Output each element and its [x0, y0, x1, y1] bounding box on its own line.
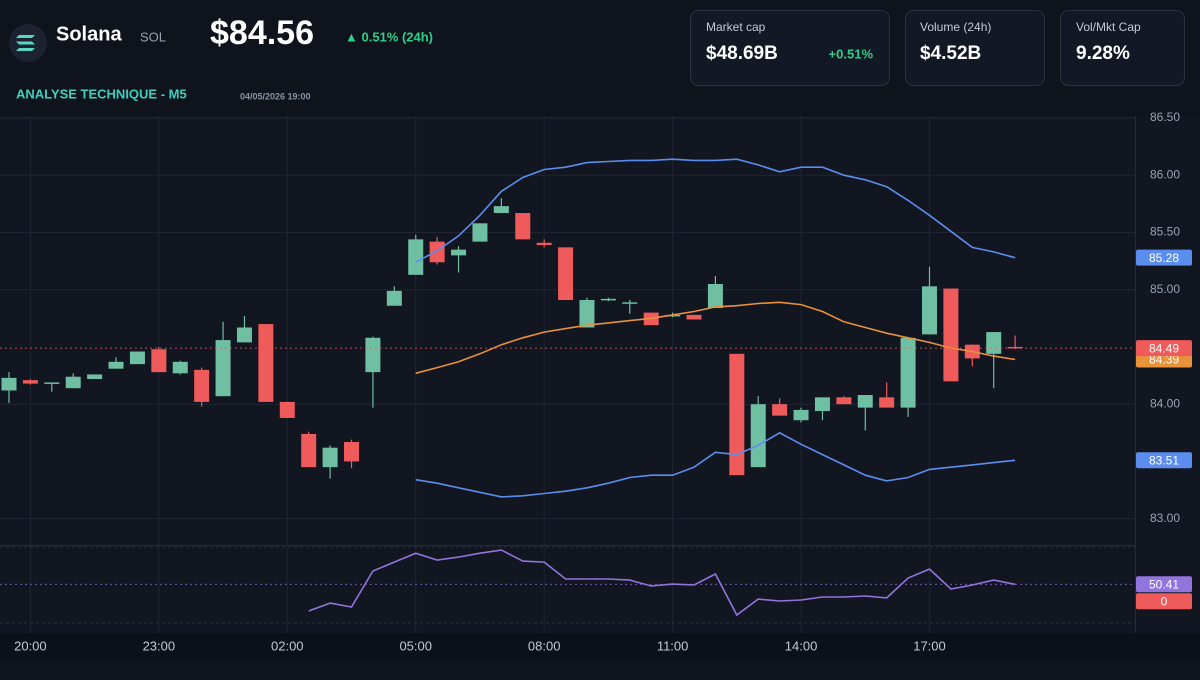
rsi-line [308, 549, 1016, 617]
candle-body [814, 397, 830, 412]
candle-body [515, 213, 531, 240]
y-tick-label: 85.50 [1150, 225, 1180, 239]
candle-body [772, 404, 788, 416]
price-badge-label: 50.41 [1149, 577, 1179, 591]
x-tick-label: 23:00 [143, 638, 176, 653]
candle-body [579, 300, 595, 328]
x-tick-label: 20:00 [14, 638, 47, 653]
candle-body [857, 395, 873, 408]
candle-body [344, 441, 360, 462]
candle-body [836, 397, 852, 405]
candle-body [87, 374, 103, 380]
time-axis [0, 633, 1200, 661]
price: $84.56 [210, 14, 314, 52]
candle-body [236, 327, 252, 343]
card-value: $4.52B [920, 43, 981, 64]
candle-body [750, 404, 766, 468]
candle-body [879, 397, 895, 408]
candle-body [536, 242, 552, 246]
candle-body [451, 249, 467, 256]
price-badge [1136, 340, 1192, 357]
candle-body [493, 206, 509, 214]
candle-body [707, 283, 723, 309]
card-label: Market cap [706, 20, 766, 34]
card: Market cap $48.69B +0.51% [690, 10, 890, 86]
candle-body [301, 433, 317, 468]
price-badge-label: 0 [1161, 594, 1168, 608]
candle-body [386, 290, 402, 306]
candle-body [129, 351, 145, 365]
candle-body [729, 353, 745, 476]
timestamp: 04/05/2026 19:00 [240, 91, 311, 101]
x-tick-label: 05:00 [399, 638, 432, 653]
candle-body [921, 286, 937, 335]
logo [9, 24, 47, 62]
chart-area [0, 116, 1200, 633]
candle-body [151, 349, 167, 373]
candle-body [322, 447, 338, 468]
price-badge [1136, 452, 1192, 469]
candle-body [900, 337, 916, 408]
candle-body [279, 401, 295, 418]
card: Volume (24h) $4.52B [905, 10, 1045, 86]
y-tick-label: 84.00 [1150, 396, 1180, 410]
candle-body [44, 382, 60, 384]
price-badge [1136, 576, 1192, 593]
candle-body [600, 298, 616, 301]
candle-body [472, 223, 488, 242]
price-badge [1136, 593, 1192, 610]
card-value: 9.28% [1076, 43, 1130, 64]
x-tick-label: 02:00 [271, 638, 304, 653]
candle-body [258, 324, 274, 402]
card-value: $48.69B [706, 43, 778, 64]
price-badge-label: 85.28 [1149, 251, 1179, 265]
x-tick-label: 11:00 [657, 638, 689, 653]
candle-body [215, 340, 231, 397]
candle-body [793, 409, 809, 421]
candle-body [558, 247, 574, 301]
card-change: +0.51% [829, 46, 874, 61]
candle-body [429, 241, 445, 263]
card-label: Vol/Mkt Cap [1076, 20, 1141, 34]
price-badge-label: 84.39 [1149, 353, 1179, 367]
candle-body [986, 332, 1002, 354]
y-tick-label: 85.00 [1150, 282, 1180, 296]
candle-body [365, 337, 381, 373]
bollinger-line [415, 158, 1016, 263]
price-badge [1136, 249, 1192, 266]
candle-body [408, 239, 424, 275]
candle-body [22, 380, 38, 384]
candle-body [943, 288, 959, 382]
x-tick-label: 17:00 [913, 638, 946, 653]
y-tick-label: 86.00 [1150, 167, 1180, 181]
candle-body [65, 376, 81, 389]
price-badge-label: 83.51 [1149, 453, 1179, 467]
candle-body [108, 361, 124, 369]
coin-name: Solana [56, 23, 122, 45]
y-tick-label: 83.00 [1150, 511, 1180, 525]
bollinger-line [415, 301, 1016, 375]
candle-body [622, 302, 638, 304]
x-tick-label: 14:00 [785, 638, 818, 653]
bollinger-line [415, 431, 1016, 498]
coin-symbol: SOL [140, 29, 166, 44]
card: Vol/Mkt Cap 9.28% [1060, 10, 1185, 86]
plot: 20:00 23:00 02:00 05:00 08:00 11:00 14:00 17:00… [0, 110, 1192, 653]
card-label: Volume (24h) [920, 20, 991, 34]
section-title: ANALYSE TECHNIQUE - M5 [16, 86, 187, 101]
candle-body [172, 361, 188, 374]
candle-body [1, 377, 17, 391]
candle-body [194, 369, 210, 402]
price-change: ▲ 0.51% (24h) [345, 29, 433, 44]
x-tick-label: 08:00 [528, 638, 561, 653]
price-badge-label: 84.49 [1149, 341, 1179, 355]
candle-body [686, 314, 702, 320]
y-tick-label: 86.50 [1150, 110, 1180, 124]
